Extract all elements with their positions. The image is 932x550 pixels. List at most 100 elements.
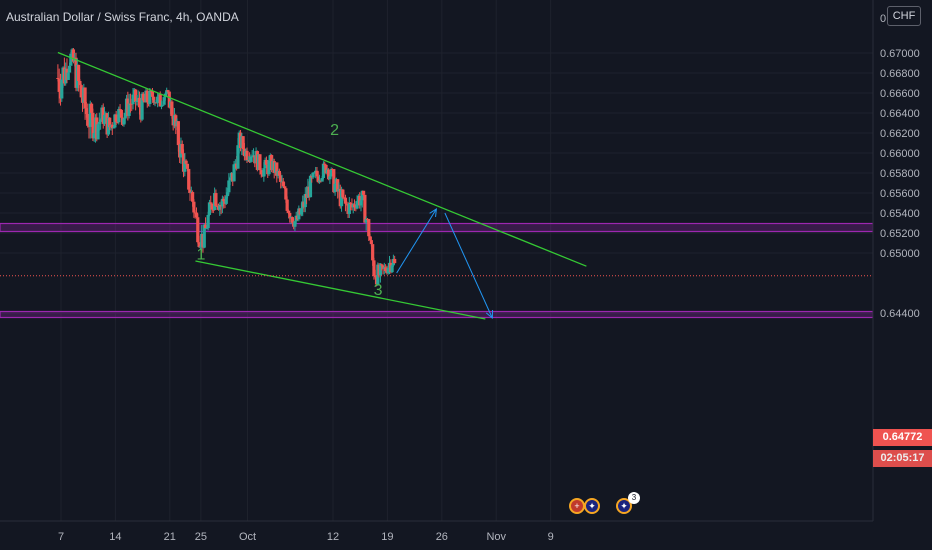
candle-body bbox=[349, 202, 353, 204]
candle-body bbox=[131, 94, 135, 105]
candle-body bbox=[203, 224, 208, 229]
wave-label: 3 bbox=[374, 282, 383, 299]
candle-body bbox=[202, 224, 206, 248]
candle-body bbox=[205, 228, 209, 230]
candle-body bbox=[127, 103, 131, 116]
y-tick-label: 0.65000 bbox=[880, 248, 920, 260]
candle-body bbox=[158, 94, 162, 107]
candle-body bbox=[66, 72, 70, 80]
candle-body bbox=[140, 93, 144, 120]
candle-body bbox=[176, 121, 180, 146]
wave-label: 2 bbox=[330, 122, 339, 139]
y-tick-label: 0.65200 bbox=[880, 228, 920, 240]
y-tick-label: 0.66000 bbox=[880, 148, 920, 160]
candle-body bbox=[323, 163, 327, 165]
candle-body bbox=[361, 190, 366, 195]
candle-body bbox=[194, 212, 199, 218]
candle-body bbox=[117, 109, 121, 123]
candle-body bbox=[281, 181, 285, 187]
wave-label: 1 bbox=[196, 247, 205, 264]
chart-title: Australian Dollar / Swiss Franc, 4h, OAN… bbox=[6, 10, 239, 24]
candle-body bbox=[118, 109, 122, 111]
candle-body bbox=[71, 49, 76, 62]
candle-body bbox=[162, 97, 166, 105]
y-tick-label: 0.66200 bbox=[880, 128, 920, 140]
candle-body bbox=[345, 203, 349, 205]
candle-body bbox=[99, 119, 103, 122]
x-tick-label: 26 bbox=[436, 531, 448, 543]
candle-body bbox=[220, 198, 224, 207]
candle-body bbox=[308, 175, 313, 198]
candle-body bbox=[218, 204, 222, 210]
candle-body bbox=[264, 159, 269, 165]
candle-body bbox=[320, 177, 324, 182]
candle-body bbox=[364, 218, 368, 223]
candle-body bbox=[332, 169, 336, 193]
x-tick-label: 14 bbox=[109, 531, 121, 543]
candle-body bbox=[156, 96, 160, 103]
price-axis-panel bbox=[873, 0, 932, 550]
candle-body bbox=[89, 103, 94, 113]
candle-body bbox=[241, 136, 245, 149]
candle-body bbox=[393, 258, 397, 264]
x-tick-label: 25 bbox=[195, 531, 207, 543]
candle-body bbox=[166, 90, 170, 92]
candle-body bbox=[267, 160, 271, 175]
candle-body bbox=[137, 97, 142, 108]
candle-body bbox=[197, 242, 201, 247]
candle-body bbox=[114, 114, 118, 122]
candle-body bbox=[149, 90, 153, 92]
candle-body bbox=[78, 80, 82, 86]
candle-body bbox=[381, 265, 385, 269]
candle-body bbox=[159, 105, 164, 107]
plus-flag-icon[interactable]: + bbox=[569, 498, 585, 514]
candle-body bbox=[333, 183, 337, 193]
x-tick-label: Oct bbox=[239, 531, 256, 543]
projection-arrowhead-down bbox=[485, 309, 494, 320]
currency-button[interactable]: CHF bbox=[887, 6, 921, 26]
candle-body bbox=[282, 186, 287, 189]
candle-body bbox=[275, 162, 279, 176]
candle-body bbox=[250, 156, 254, 158]
candle-body bbox=[355, 200, 359, 209]
candle-body bbox=[228, 177, 232, 181]
candle-body bbox=[236, 145, 240, 169]
candle-body bbox=[211, 209, 215, 211]
candle-body bbox=[135, 100, 139, 102]
candle-body bbox=[303, 194, 307, 208]
candle-body bbox=[293, 221, 297, 227]
candle-body bbox=[249, 156, 253, 162]
candle-body bbox=[378, 264, 383, 276]
candle-body bbox=[368, 236, 372, 241]
candle-body bbox=[363, 194, 367, 223]
x-tick-label: Nov bbox=[486, 531, 506, 543]
candle-body bbox=[359, 200, 363, 206]
candle-body bbox=[145, 90, 149, 103]
y-tick-label: 0.65400 bbox=[880, 208, 920, 220]
candle-body bbox=[102, 114, 107, 124]
candle-body bbox=[215, 205, 219, 207]
candle-body bbox=[373, 275, 377, 278]
projection-down-line bbox=[444, 212, 493, 319]
y-tick-label: 0 bbox=[880, 13, 886, 25]
candle-body bbox=[327, 169, 331, 180]
candle-body bbox=[369, 240, 373, 245]
candle-body bbox=[134, 89, 138, 102]
candle-body bbox=[279, 175, 283, 182]
candle-body bbox=[198, 246, 202, 248]
candle-body bbox=[206, 214, 210, 229]
candle-body bbox=[360, 190, 364, 201]
candle-body bbox=[258, 154, 262, 171]
countdown-tag: 02:05:17 bbox=[873, 450, 932, 467]
australia-flag-icon[interactable]: ✦ bbox=[584, 498, 600, 514]
candle-body bbox=[367, 219, 371, 237]
candle-body bbox=[222, 198, 226, 202]
candle-body bbox=[372, 260, 376, 276]
candle-body bbox=[150, 91, 155, 97]
candle-body bbox=[324, 164, 328, 174]
candle-body bbox=[96, 124, 100, 140]
candle-body bbox=[79, 85, 83, 98]
australia-flag-icon[interactable]: ✦ bbox=[616, 498, 632, 514]
candle-body bbox=[196, 217, 200, 243]
